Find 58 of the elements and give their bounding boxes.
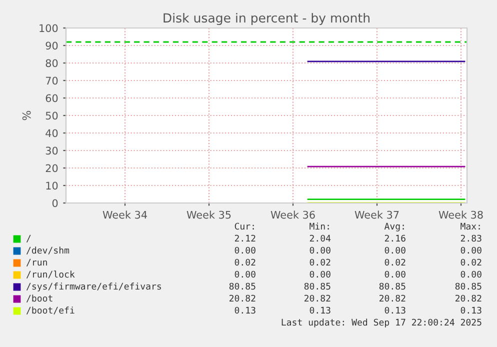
y-tick-label: 50 [46, 112, 58, 120]
text: Avg: [384, 222, 404, 232]
y-tick-label: 100 [40, 24, 58, 32]
text: 80.85 [379, 282, 406, 290]
text: 0.13 [234, 306, 256, 314]
legend-label: /sys/firmware/efi/efivars [26, 282, 161, 292]
y-tick-label: 80 [46, 59, 58, 68]
text: 0.00 [384, 270, 406, 278]
text: 20.82 [455, 294, 482, 302]
text: 0.00 [310, 270, 330, 278]
text: 0.00 [234, 246, 256, 254]
legend-label: /boot/efi [26, 306, 74, 314]
text: Last update: Wed Sep 17 22:00:24 2025 [282, 318, 482, 328]
text: 80.85 [304, 282, 330, 290]
text: Max: [460, 222, 480, 230]
text: Min: [310, 222, 329, 230]
text: 80.85 [455, 282, 482, 290]
text: 0.02 [234, 258, 256, 266]
text: 0.00 [310, 246, 330, 254]
text: Cur: [234, 222, 254, 230]
legend-label: /boot [26, 294, 52, 302]
x-tick-label: Week 36 [270, 210, 315, 219]
text: 0.00 [234, 270, 256, 278]
y-tick-label: 70 [46, 76, 58, 85]
legend-label: / [26, 234, 31, 242]
y-tick-label: 40 [46, 129, 58, 138]
text: 80.85 [229, 282, 256, 290]
text: 0.13 [460, 306, 482, 314]
x-tick-label: Week 38 [438, 210, 483, 219]
text: 0.00 [384, 246, 406, 254]
text: 0.02 [384, 258, 406, 266]
legend-label: /dev/shm [26, 246, 70, 254]
x-tick-label: Week 34 [102, 210, 147, 219]
text: 2.16 [384, 234, 406, 242]
text: 0.13 [310, 306, 330, 314]
text: 2.04 [310, 234, 331, 242]
text: 2.12 [234, 234, 256, 242]
y-tick-label: 20 [46, 164, 58, 172]
text: 20.82 [379, 294, 406, 302]
text: 0.13 [384, 306, 406, 314]
y-tick-label: 60 [46, 94, 58, 102]
chart-title: Disk usage in percent - by month [164, 12, 370, 26]
y-tick-label: 90 [46, 42, 58, 50]
text: 0.00 [460, 246, 482, 254]
text: 0.00 [460, 270, 482, 278]
text: 0.02 [460, 258, 482, 266]
x-tick-label: Week 35 [186, 210, 231, 219]
text: 2.83 [460, 234, 482, 242]
x-tick-label: Week 37 [354, 210, 399, 219]
y-tick-label: 30 [46, 146, 58, 155]
y-axis-title: % [22, 110, 31, 120]
text: 0.02 [310, 258, 330, 266]
legend-label: /run/lock [26, 270, 75, 278]
y-tick-label: 0 [52, 199, 58, 208]
legend-label: /run [26, 258, 47, 266]
text: 20.82 [229, 294, 256, 302]
y-tick-label: 10 [46, 182, 58, 190]
text: 20.82 [304, 294, 330, 302]
